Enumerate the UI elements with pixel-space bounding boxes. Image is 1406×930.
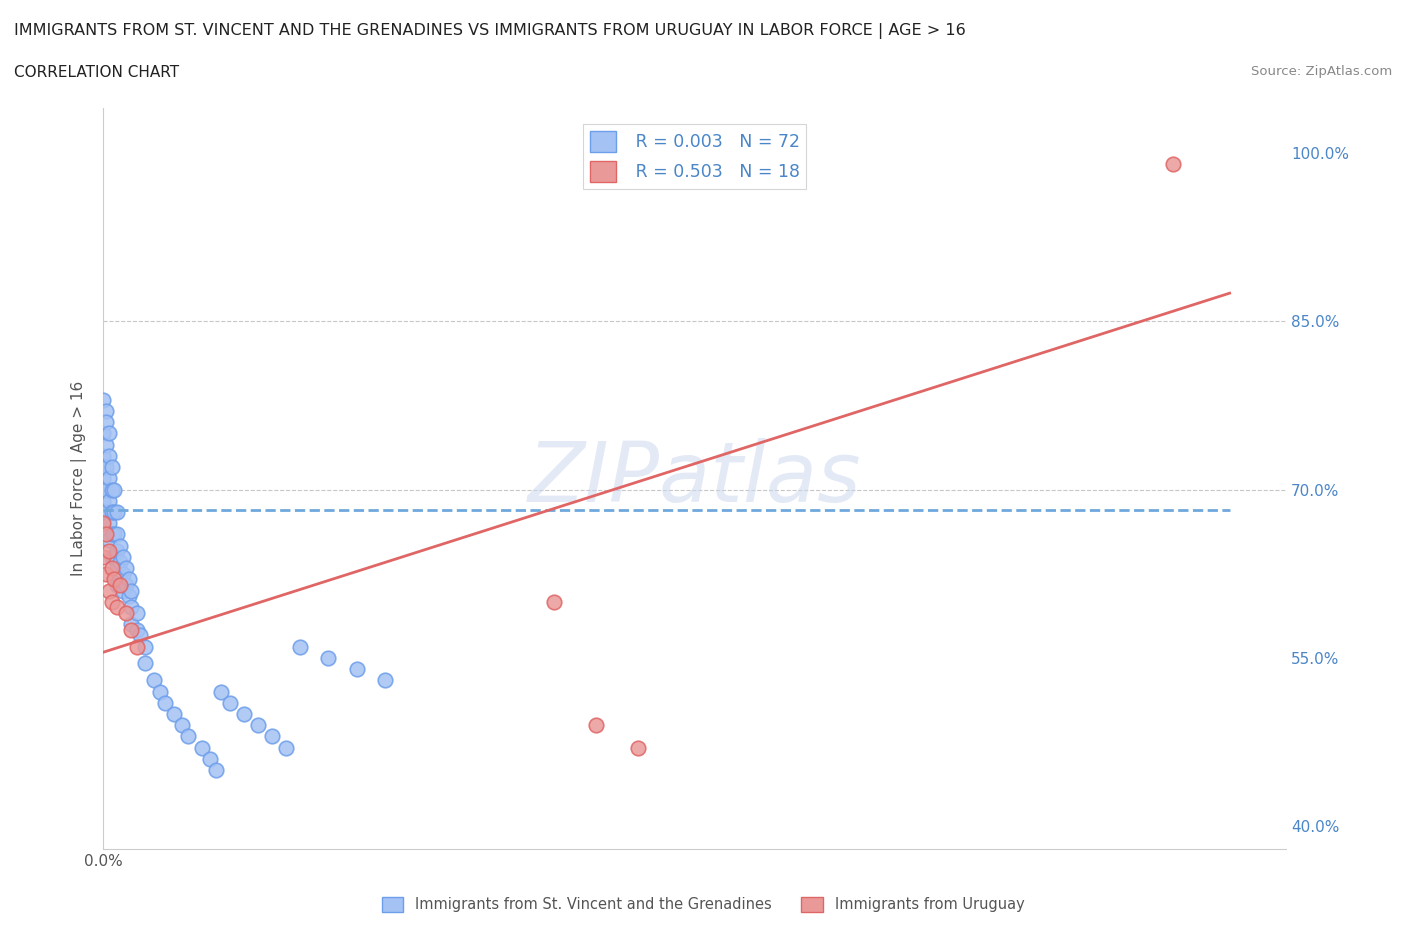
Point bbox=[100, 594, 122, 609]
Point bbox=[100, 505, 122, 520]
Point bbox=[120, 617, 142, 631]
Point bbox=[247, 718, 270, 733]
Point bbox=[91, 392, 114, 407]
Point bbox=[94, 482, 117, 497]
Point bbox=[290, 639, 312, 654]
Point bbox=[91, 471, 114, 485]
Point bbox=[108, 538, 131, 553]
Point bbox=[585, 718, 607, 733]
Point bbox=[91, 459, 114, 474]
Point bbox=[205, 763, 228, 777]
Point bbox=[211, 684, 233, 699]
Point bbox=[91, 505, 114, 520]
Point bbox=[97, 426, 120, 441]
Point bbox=[111, 566, 134, 581]
Point bbox=[100, 459, 122, 474]
Point bbox=[91, 550, 114, 565]
Text: IMMIGRANTS FROM ST. VINCENT AND THE GRENADINES VS IMMIGRANTS FROM URUGUAY IN LAB: IMMIGRANTS FROM ST. VINCENT AND THE GREN… bbox=[14, 23, 966, 39]
Point bbox=[105, 544, 128, 559]
Point bbox=[125, 605, 148, 620]
Point bbox=[97, 493, 120, 508]
Point bbox=[120, 622, 142, 637]
Point bbox=[103, 527, 125, 542]
Legend: Immigrants from St. Vincent and the Grenadines, Immigrants from Uruguay: Immigrants from St. Vincent and the Gren… bbox=[375, 891, 1031, 918]
Point bbox=[117, 572, 139, 587]
Point bbox=[97, 583, 120, 598]
Point bbox=[134, 639, 156, 654]
Point bbox=[170, 718, 193, 733]
Point bbox=[91, 426, 114, 441]
Point bbox=[100, 561, 122, 576]
Point bbox=[97, 544, 120, 559]
Point bbox=[125, 622, 148, 637]
Point bbox=[105, 561, 128, 576]
Point bbox=[100, 482, 122, 497]
Point bbox=[111, 550, 134, 565]
Point bbox=[103, 482, 125, 497]
Point bbox=[318, 650, 340, 665]
Point bbox=[153, 696, 176, 711]
Point bbox=[100, 550, 122, 565]
Point bbox=[91, 448, 114, 463]
Point bbox=[176, 729, 198, 744]
Point bbox=[108, 572, 131, 587]
Legend:  R = 0.003   N = 72,  R = 0.503   N = 18: R = 0.003 N = 72, R = 0.503 N = 18 bbox=[582, 124, 807, 189]
Point bbox=[103, 572, 125, 587]
Point bbox=[125, 639, 148, 654]
Point bbox=[142, 673, 165, 688]
Point bbox=[262, 729, 284, 744]
Point bbox=[200, 751, 222, 766]
Point bbox=[103, 505, 125, 520]
Point bbox=[120, 600, 142, 615]
Point bbox=[94, 415, 117, 430]
Point bbox=[1163, 156, 1185, 171]
Point bbox=[91, 516, 114, 531]
Point bbox=[105, 600, 128, 615]
Point bbox=[120, 583, 142, 598]
Point bbox=[346, 661, 368, 676]
Point bbox=[627, 740, 650, 755]
Point bbox=[543, 594, 565, 609]
Point bbox=[374, 673, 396, 688]
Point bbox=[97, 533, 120, 548]
Text: ZIPatlas: ZIPatlas bbox=[527, 438, 862, 519]
Point bbox=[108, 555, 131, 570]
Point bbox=[94, 527, 117, 542]
Point bbox=[94, 527, 117, 542]
Point bbox=[91, 493, 114, 508]
Point bbox=[114, 605, 136, 620]
Point bbox=[148, 684, 170, 699]
Point bbox=[94, 505, 117, 520]
Point bbox=[94, 437, 117, 452]
Point bbox=[162, 707, 184, 722]
Point bbox=[114, 561, 136, 576]
Point bbox=[91, 482, 114, 497]
Point bbox=[191, 740, 214, 755]
Point bbox=[105, 578, 128, 592]
Point bbox=[97, 448, 120, 463]
Point bbox=[97, 516, 120, 531]
Point bbox=[134, 656, 156, 671]
Point bbox=[105, 505, 128, 520]
Point bbox=[100, 527, 122, 542]
Point bbox=[94, 459, 117, 474]
Point bbox=[108, 578, 131, 592]
Point bbox=[128, 628, 150, 643]
Point bbox=[103, 550, 125, 565]
Point bbox=[94, 566, 117, 581]
Point bbox=[111, 583, 134, 598]
Point bbox=[219, 696, 242, 711]
Y-axis label: In Labor Force | Age > 16: In Labor Force | Age > 16 bbox=[72, 380, 87, 576]
Text: Source: ZipAtlas.com: Source: ZipAtlas.com bbox=[1251, 65, 1392, 78]
Point bbox=[105, 527, 128, 542]
Point bbox=[276, 740, 298, 755]
Point bbox=[114, 578, 136, 592]
Text: CORRELATION CHART: CORRELATION CHART bbox=[14, 65, 179, 80]
Point bbox=[117, 589, 139, 604]
Point bbox=[94, 404, 117, 418]
Point bbox=[233, 707, 256, 722]
Point bbox=[97, 471, 120, 485]
